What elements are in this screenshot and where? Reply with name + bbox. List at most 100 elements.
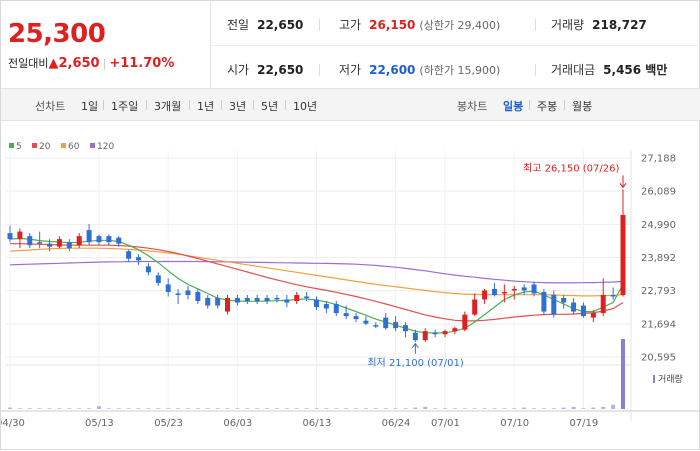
- candle-body: [333, 304, 339, 314]
- candle-body: [422, 331, 428, 341]
- x-tick-label: 07/10: [500, 418, 529, 429]
- y-tick-label: 23,892: [641, 253, 676, 264]
- legend-swatch-5: [9, 143, 14, 148]
- legend-label-60: 60: [68, 142, 80, 152]
- period-3y[interactable]: 3년: [229, 100, 247, 113]
- candle-body: [580, 305, 586, 317]
- legend-label-5: 5: [16, 142, 22, 152]
- candle-body: [412, 332, 418, 341]
- stat-open: 시가 22,650: [227, 63, 304, 77]
- candle-body: [205, 297, 211, 306]
- volume-legend-label: 거래량: [658, 373, 683, 385]
- volume-bar: [383, 408, 388, 409]
- ma-line-ma60: [9, 247, 624, 297]
- volume-bar: [541, 408, 546, 409]
- candle-body: [353, 316, 359, 320]
- candle-body: [373, 325, 379, 327]
- volume-bar: [492, 408, 497, 409]
- candle-body: [234, 297, 240, 303]
- volume-bar: [274, 408, 279, 409]
- candle-body: [462, 314, 468, 330]
- volume-bar: [116, 408, 121, 409]
- volume-bar: [136, 408, 141, 409]
- volume-bar: [363, 408, 368, 409]
- x-tick-label: 06/24: [382, 418, 411, 429]
- candle-body: [314, 299, 319, 308]
- volume-bar: [561, 407, 566, 409]
- volume-bar: [334, 408, 339, 409]
- candle-body: [96, 236, 102, 243]
- volume-bar: [255, 408, 260, 409]
- period-1w[interactable]: 1주일: [111, 100, 139, 113]
- volume-bar: [324, 408, 329, 409]
- period-toolbar: 선차트 1일 1주일 3개월 1년 3년 5년 10년 봉차트 일봉 주봉 월봉: [1, 89, 700, 121]
- volume-bar: [205, 408, 210, 409]
- volume-bar: [176, 408, 181, 409]
- candle-body: [323, 304, 329, 309]
- candle-weekly[interactable]: 주봉: [537, 100, 558, 113]
- period-1d[interactable]: 1일: [81, 100, 99, 113]
- y-tick-label: 24,990: [641, 220, 676, 231]
- x-tick-label: 06/03: [223, 418, 252, 429]
- candle-body: [126, 251, 132, 259]
- legend-swatch-60: [61, 143, 66, 148]
- period-10y[interactable]: 10년: [293, 100, 318, 113]
- candle-daily[interactable]: 일봉: [503, 100, 524, 113]
- change-label: 전일대비: [8, 57, 49, 70]
- volume-bar: [482, 408, 487, 409]
- candle-body: [472, 299, 478, 315]
- stat-volume: 거래량 218,727: [551, 18, 647, 32]
- volume-bar: [621, 339, 625, 409]
- volume-bar: [225, 408, 230, 409]
- candle-body: [590, 313, 596, 318]
- candle-body: [541, 291, 547, 312]
- volume-bar: [57, 408, 62, 409]
- candle-body: [452, 328, 458, 332]
- volume-bar: [551, 408, 556, 409]
- period-5y[interactable]: 5년: [261, 100, 279, 113]
- x-tick-label: 04/30: [1, 418, 25, 429]
- volume-bar: [146, 408, 151, 409]
- volume-bar: [96, 406, 101, 409]
- volume-bar: [87, 408, 92, 409]
- candle-body: [76, 236, 82, 246]
- volume-bar: [166, 408, 171, 409]
- volume-bar: [215, 408, 220, 409]
- volume-bar: [433, 408, 438, 409]
- stat-trade-amount: 거래대금 5,456 백만: [551, 63, 668, 77]
- volume-bar: [502, 408, 507, 409]
- legend-swatch-120: [90, 143, 95, 148]
- volume-bar: [354, 408, 359, 409]
- candle-body: [491, 288, 497, 295]
- candle-body: [244, 297, 250, 302]
- volume-bar: [8, 407, 12, 409]
- candlestick-chart: 5 20 60 120 27,188 26,089 24,990 23,892 22,793 21…: [1, 142, 700, 429]
- candle-body: [165, 284, 171, 292]
- legend-swatch-20: [32, 143, 37, 148]
- period-3m[interactable]: 3개월: [154, 100, 182, 113]
- price-change: 전일대비▲2,650 | +11.70%: [8, 56, 175, 71]
- period-1y[interactable]: 1년: [197, 100, 215, 113]
- candle-body: [571, 302, 577, 312]
- volume-bar: [591, 407, 596, 409]
- stat-high: 고가 26,150 (상한가 29,400): [339, 18, 501, 32]
- candle-body: [501, 291, 507, 294]
- candle-body: [17, 231, 23, 240]
- volume-bar: [462, 408, 467, 409]
- volume-bar: [472, 408, 477, 409]
- volume-bar: [443, 408, 448, 409]
- volume-bar: [304, 408, 309, 409]
- volume-bar: [245, 408, 250, 409]
- min-arrow-head: [411, 342, 419, 349]
- candle-body: [620, 214, 626, 295]
- volume-bar: [17, 408, 22, 409]
- volume-legend-swatch: [653, 375, 655, 383]
- candle-body: [47, 243, 53, 247]
- volume-bar: [601, 406, 606, 409]
- candle-monthly[interactable]: 월봉: [572, 100, 593, 113]
- candle-body: [136, 257, 142, 261]
- candle-body: [600, 294, 606, 314]
- volume-bar: [235, 408, 240, 409]
- change-percent: +11.70%: [109, 56, 175, 71]
